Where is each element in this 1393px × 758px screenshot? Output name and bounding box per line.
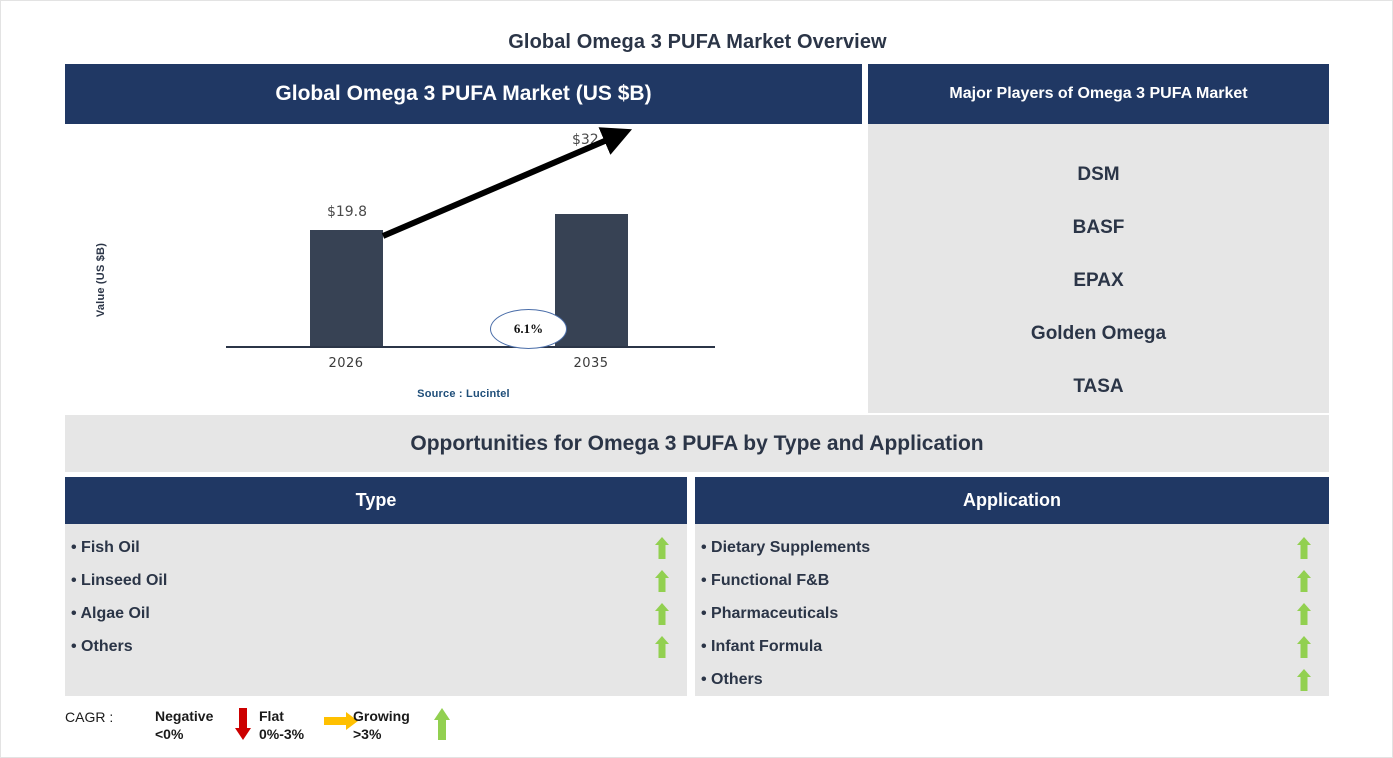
list-item: Golden Omega xyxy=(1030,322,1167,344)
application-item-label: • Dietary Supplements xyxy=(701,538,871,556)
cagr-bubble: 6.1% xyxy=(490,309,567,349)
list-item: • Others xyxy=(701,663,1311,696)
opportunities-type-column: Type • Fish Oil • Linseed Oil • Algae Oi… xyxy=(65,477,687,696)
page-title: Global Omega 3 PUFA Market Overview xyxy=(508,31,887,53)
market-chart-panel: Global Omega 3 PUFA Market (US $B) Value… xyxy=(65,64,862,413)
list-item: • Linseed Oil xyxy=(71,564,669,597)
list-item: • Infant Formula xyxy=(701,630,1311,663)
arrow-up-icon xyxy=(1297,635,1311,658)
cagr-legend-title: CAGR : xyxy=(65,709,114,725)
type-column-header: Type xyxy=(65,477,687,524)
bar-value-label-2035: $32.1 xyxy=(571,132,613,148)
arrow-up-icon xyxy=(1297,569,1311,592)
type-items-list: • Fish Oil • Linseed Oil • Algae Oil • O… xyxy=(65,524,687,696)
x-tick-label-2035: 2035 xyxy=(573,356,609,371)
arrow-up-icon xyxy=(1297,536,1311,559)
application-item-label: • Others xyxy=(701,670,763,688)
legend-negative-range: <0% xyxy=(155,726,184,742)
list-item: • Functional F&B xyxy=(701,564,1311,597)
chart-x-axis-line xyxy=(226,346,715,348)
chart-source-note: Source : Lucintel xyxy=(417,388,510,400)
list-item: BASF xyxy=(1072,216,1125,238)
type-item-label: • Linseed Oil xyxy=(71,571,168,589)
type-item-label: • Others xyxy=(71,637,133,655)
application-column-header: Application xyxy=(695,477,1329,524)
legend-growing-range: >3% xyxy=(353,726,382,742)
application-item-label: • Infant Formula xyxy=(701,637,823,655)
arrow-up-icon xyxy=(655,536,669,559)
cagr-legend: CAGR : Negative <0% Flat 0%-3% Growing >… xyxy=(65,705,625,753)
growth-trend-arrow-icon xyxy=(381,127,633,239)
application-item-label: • Pharmaceuticals xyxy=(701,604,839,622)
opportunities-banner: Opportunities for Omega 3 PUFA by Type a… xyxy=(65,415,1329,472)
arrow-up-icon xyxy=(655,602,669,625)
list-item: • Dietary Supplements xyxy=(701,531,1311,564)
arrow-up-icon xyxy=(434,708,450,740)
players-panel-header: Major Players of Omega 3 PUFA Market xyxy=(868,64,1329,124)
type-item-label: • Fish Oil xyxy=(71,538,140,556)
legend-item-growing: Growing >3% xyxy=(353,707,410,743)
legend-flat-name: Flat xyxy=(259,708,284,724)
opportunities-application-column: Application • Dietary Supplements • Func… xyxy=(695,477,1329,696)
bar-value-label-2026: $19.8 xyxy=(326,204,368,220)
players-list: DSM BASF EPAX Golden Omega TASA xyxy=(868,124,1329,413)
list-item: EPAX xyxy=(1073,269,1124,291)
chart-plot-area: Value (US $B) $19.8 $32.1 2026 2035 6.1%… xyxy=(65,124,862,413)
list-item: • Fish Oil xyxy=(71,531,669,564)
x-tick-label-2026: 2026 xyxy=(328,356,364,371)
arrow-up-icon xyxy=(1297,602,1311,625)
list-item: DSM xyxy=(1077,163,1120,185)
legend-item-flat: Flat 0%-3% xyxy=(259,707,304,743)
arrow-up-icon xyxy=(655,569,669,592)
list-item: • Algae Oil xyxy=(71,597,669,630)
bar-2026 xyxy=(310,230,383,346)
application-items-list: • Dietary Supplements • Functional F&B •… xyxy=(695,524,1329,696)
type-item-label: • Algae Oil xyxy=(71,604,150,622)
application-item-label: • Functional F&B xyxy=(701,571,830,589)
legend-growing-name: Growing xyxy=(353,708,410,724)
list-item: • Pharmaceuticals xyxy=(701,597,1311,630)
list-item: • Others xyxy=(71,630,669,663)
arrow-down-icon xyxy=(235,708,251,740)
legend-negative-name: Negative xyxy=(155,708,214,724)
chart-panel-header: Global Omega 3 PUFA Market (US $B) xyxy=(65,64,862,124)
chart-y-axis-label: Value (US $B) xyxy=(95,242,107,318)
list-item: TASA xyxy=(1073,375,1124,397)
arrow-up-icon xyxy=(1297,668,1311,691)
legend-item-negative: Negative <0% xyxy=(155,707,213,743)
legend-flat-range: 0%-3% xyxy=(259,726,305,742)
arrow-up-icon xyxy=(655,635,669,658)
major-players-panel: Major Players of Omega 3 PUFA Market DSM… xyxy=(868,64,1329,413)
arrow-right-icon xyxy=(324,712,358,730)
